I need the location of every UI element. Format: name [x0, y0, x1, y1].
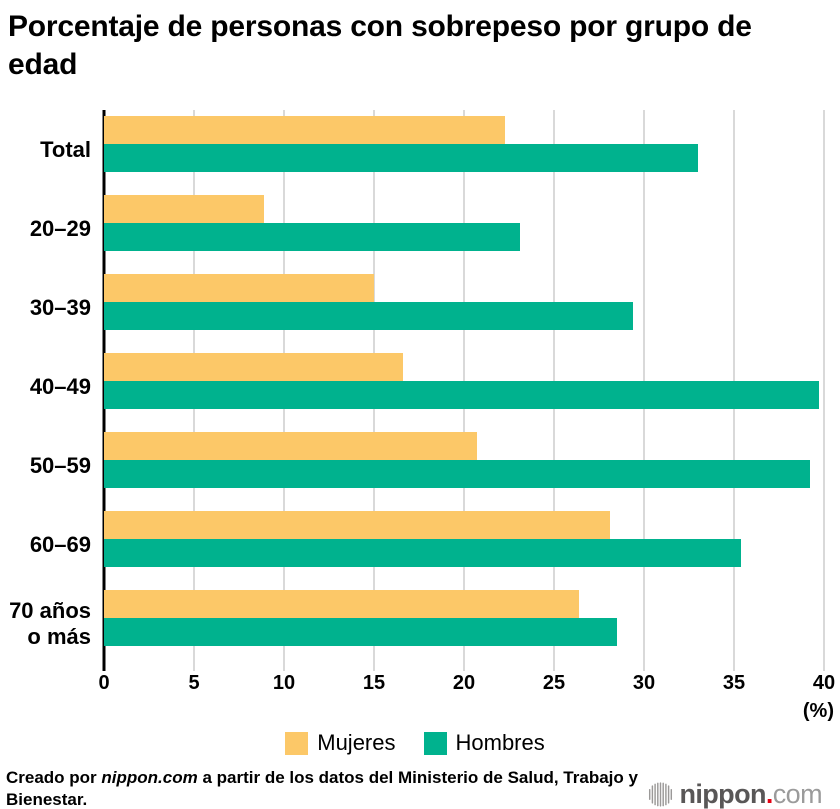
x-tick-label: 20: [452, 672, 476, 694]
bar-hombres: [104, 618, 617, 646]
x-tick-label: 10: [272, 672, 296, 694]
soundwave-bar: [659, 782, 661, 807]
category-label: 20–29: [29, 215, 91, 241]
logo-text-dot: .: [765, 778, 773, 809]
x-tick-label: 35: [722, 672, 746, 694]
legend-swatch: [285, 731, 309, 755]
legend-entry-mujeres: Mujeres: [285, 730, 396, 756]
bar-mujeres: [104, 116, 506, 144]
category-row: 60–69: [6, 505, 824, 584]
category-label: 30–39: [29, 294, 91, 320]
credit-source: nippon.com: [101, 768, 198, 787]
legend-label: Hombres: [455, 730, 545, 755]
x-tick-label: 5: [188, 672, 200, 694]
soundwave-bar: [651, 785, 653, 804]
category-label: 60–69: [29, 531, 91, 557]
legend: Mujeres Hombres: [6, 728, 824, 758]
credit-prefix: Creado por: [6, 768, 102, 787]
bar-hombres: [104, 381, 819, 409]
x-tick-label: 30: [632, 672, 656, 694]
x-tick-label: 0: [98, 672, 110, 694]
bar-mujeres: [104, 274, 374, 302]
soundwave-bar: [670, 788, 672, 800]
bar-mujeres: [104, 511, 610, 539]
logo-text-tld: com: [772, 778, 823, 809]
soundwave-bar: [656, 782, 659, 807]
x-tick-label: 40: [812, 672, 836, 694]
soundwave-bar: [648, 788, 650, 800]
bar-group: [104, 110, 824, 189]
bar-mujeres: [104, 432, 477, 460]
axis-unit-label: (%): [802, 700, 834, 722]
bar-mujeres: [104, 590, 580, 618]
category-row: Total: [6, 110, 824, 189]
bar-hombres: [104, 302, 634, 330]
credit-suffix: a partir de los datos del Ministerio de …: [6, 768, 638, 809]
bar-hombres: [104, 539, 742, 567]
plot-area: Total 20–29 30–39 40–49 50–59 60–69 70 años o …: [6, 110, 825, 671]
category-row: 70 años o más: [6, 584, 824, 663]
category-row: 40–49: [6, 347, 824, 426]
bar-group: [104, 584, 824, 663]
x-axis-tick-labels: 0 5 10 15 20 25 30 35 40: [98, 672, 835, 700]
bar-hombres: [104, 223, 520, 251]
footer: Creado por nippon.com a partir de los da…: [6, 767, 824, 809]
soundwave-bar: [667, 785, 669, 804]
logo-text-main: nippon: [679, 778, 767, 809]
bar-mujeres: [104, 353, 403, 381]
nippon-logo-text: nippon.com: [679, 778, 823, 809]
category-label: 40–49: [29, 373, 91, 399]
category-label: 50–59: [29, 452, 91, 478]
category-row: 20–29: [6, 189, 824, 268]
credit-text: Creado por nippon.com a partir de los da…: [6, 767, 647, 809]
soundwave-bar: [664, 783, 667, 806]
bar-group: [104, 189, 824, 268]
bar-chart: Total 20–29 30–39 40–49 50–59 60–69 70 años o …: [6, 110, 835, 724]
bar-hombres: [104, 460, 810, 488]
category-label: Total: [40, 136, 91, 162]
legend-label: Mujeres: [317, 730, 396, 755]
x-tick-label: 25: [542, 672, 566, 694]
soundwave-bar: [653, 783, 656, 806]
bar-rows: Total 20–29 30–39 40–49 50–59 60–69 70 años o …: [6, 110, 824, 663]
bar-hombres: [104, 144, 698, 172]
bar-group: [104, 268, 824, 347]
bar-mujeres: [104, 195, 265, 223]
x-tick-label: 15: [362, 672, 386, 694]
legend-entry-hombres: Hombres: [423, 730, 545, 756]
gridline: [823, 110, 825, 671]
bar-group: [104, 505, 824, 584]
soundwave-icon: [648, 782, 672, 807]
category-row: 30–39: [6, 268, 824, 347]
chart-title: Porcentaje de personas con sobrepeso por…: [8, 10, 752, 81]
soundwave-bar: [661, 782, 664, 807]
legend-swatch: [423, 731, 447, 755]
bar-group: [104, 347, 824, 426]
nippon-logo: nippon.com: [647, 778, 825, 809]
bar-group: [104, 426, 824, 505]
category-label: 70 años o más: [9, 597, 91, 649]
category-row: 50–59: [6, 426, 824, 505]
